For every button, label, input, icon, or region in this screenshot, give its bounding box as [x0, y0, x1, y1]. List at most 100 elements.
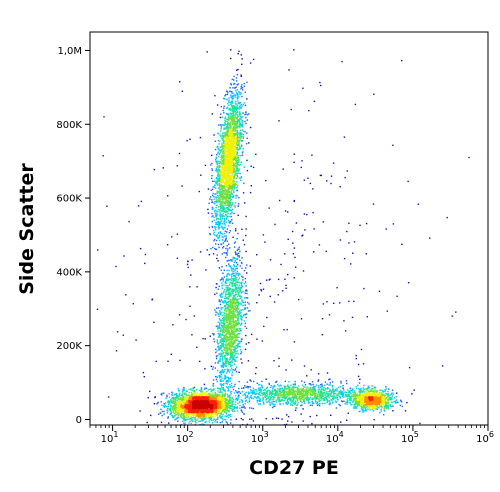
event-dot	[167, 403, 170, 406]
event-dot	[219, 226, 221, 228]
event-dot	[222, 272, 224, 274]
event-dot	[235, 360, 237, 362]
event-dot	[232, 289, 235, 291]
event-dot	[213, 388, 215, 390]
event-dot	[245, 334, 247, 337]
event-dot	[231, 357, 233, 359]
event-dot	[357, 384, 359, 386]
event-dot	[227, 212, 229, 215]
event-dot	[238, 161, 240, 163]
event-dot	[346, 394, 348, 396]
event-dot	[239, 121, 241, 123]
event-dot	[239, 122, 241, 124]
event-dot	[218, 387, 220, 390]
event-dot	[209, 388, 211, 391]
event-dot	[351, 316, 354, 319]
event-dot	[367, 408, 369, 410]
event-dot	[153, 403, 156, 405]
event-dot	[274, 388, 277, 391]
event-dot	[355, 399, 357, 402]
event-dot	[303, 399, 305, 401]
event-dot	[227, 278, 229, 280]
event-dot	[268, 207, 270, 209]
event-dot	[230, 419, 232, 421]
event-dot	[244, 393, 246, 396]
event-dot	[233, 119, 236, 121]
event-dot	[228, 195, 231, 197]
event-dot	[172, 397, 174, 400]
event-dot	[175, 399, 177, 402]
event-dot	[233, 264, 235, 266]
event-dot	[334, 389, 336, 391]
event-dot	[309, 386, 312, 389]
event-dot	[223, 340, 226, 343]
event-dot	[245, 396, 247, 398]
event-dot	[224, 239, 227, 241]
event-dot	[303, 179, 305, 181]
event-dot	[390, 398, 392, 400]
event-dot	[227, 208, 230, 210]
event-dot	[231, 102, 234, 104]
event-dot	[232, 112, 235, 115]
event-dot	[218, 361, 220, 363]
event-dot	[231, 408, 233, 410]
event-dot	[235, 340, 237, 342]
event-dot	[348, 300, 350, 303]
event-dot	[326, 388, 328, 390]
event-dot	[219, 303, 222, 306]
event-dot	[235, 283, 237, 286]
event-dot	[217, 326, 220, 328]
event-dot	[234, 330, 236, 332]
event-dot	[230, 96, 232, 98]
event-dot	[241, 228, 243, 230]
event-dot	[332, 392, 334, 394]
event-dot	[244, 395, 247, 397]
event-dot	[348, 397, 351, 400]
event-dot	[392, 405, 394, 407]
event-dot	[231, 96, 233, 98]
event-dot	[234, 346, 236, 349]
event-dot	[230, 82, 232, 85]
event-dot	[231, 299, 234, 301]
event-dot	[234, 169, 236, 171]
event-dot	[226, 254, 228, 256]
event-dot	[324, 399, 326, 401]
event-dot	[194, 417, 197, 419]
event-dot	[225, 421, 227, 423]
event-dot	[229, 350, 231, 352]
event-dot	[217, 343, 219, 345]
event-dot	[213, 338, 215, 340]
event-dot	[395, 396, 397, 398]
event-dot	[330, 175, 333, 177]
event-dot	[175, 406, 177, 409]
event-dot	[376, 408, 379, 410]
event-dot	[198, 190, 200, 193]
event-dot	[232, 326, 234, 329]
event-dot	[209, 233, 211, 236]
event-dot	[321, 334, 324, 336]
event-dot	[407, 180, 409, 183]
event-dot	[401, 243, 403, 245]
event-dot	[352, 398, 355, 400]
event-dot	[229, 405, 232, 407]
event-dot	[291, 392, 294, 394]
event-dot	[223, 269, 225, 271]
event-dot	[171, 394, 173, 396]
event-dot	[290, 108, 292, 111]
event-dot	[178, 396, 180, 399]
event-dot	[217, 160, 220, 163]
event-dot	[233, 185, 235, 187]
event-dot	[188, 418, 190, 420]
event-dot	[280, 399, 283, 402]
event-dot	[220, 190, 223, 193]
event-dot	[236, 84, 238, 86]
event-dot	[224, 94, 227, 96]
event-dot	[342, 384, 344, 387]
event-dot	[239, 265, 241, 267]
event-dot	[246, 423, 249, 426]
event-dot	[224, 408, 227, 410]
event-dot	[229, 200, 232, 202]
event-dot	[283, 329, 285, 331]
event-dot	[363, 410, 365, 413]
event-dot	[238, 155, 240, 157]
